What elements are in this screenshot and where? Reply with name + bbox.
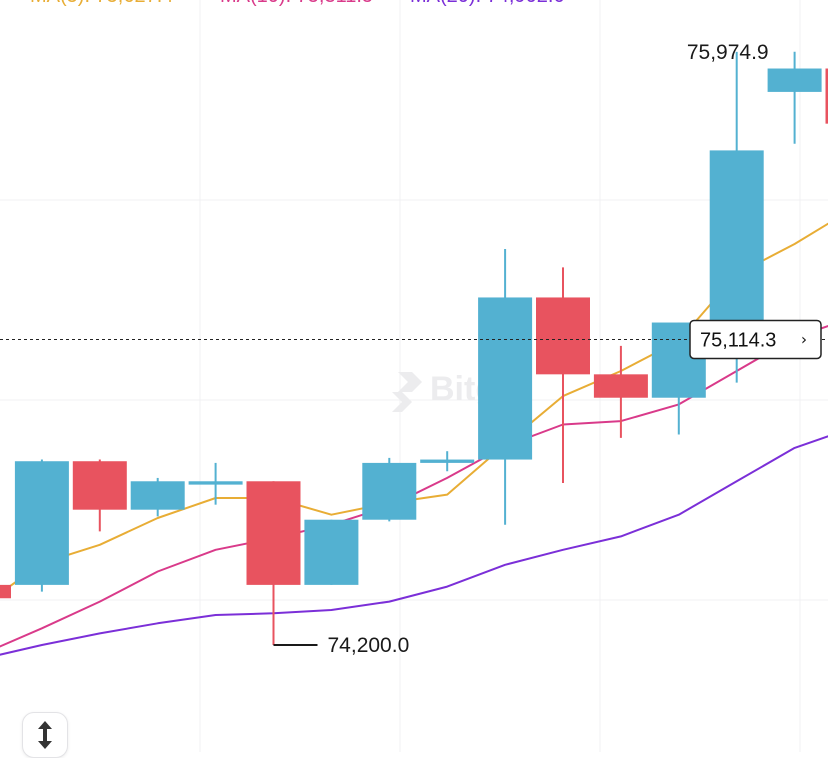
candle-body: [362, 463, 416, 520]
low-price-label: 74,200.0: [328, 634, 410, 657]
candle: [536, 267, 590, 483]
high-price-label: 75,974.9: [687, 41, 769, 64]
candle: [15, 460, 69, 592]
candle: [304, 520, 358, 585]
candle-body: [478, 297, 532, 459]
candle: [73, 460, 127, 532]
last-price-tag[interactable]: 75,114.3 ›: [690, 320, 821, 358]
chevron-right-icon: ›: [801, 330, 807, 348]
candle: [362, 458, 416, 522]
watermark-logo-icon: [392, 372, 422, 412]
candle-body: [420, 460, 474, 463]
ma-legend: MA(5): 75,627.4 MA(10): 75,311.5 MA(20): 7…: [30, 0, 565, 7]
ma-legend-item: MA(10): 75,311.5: [220, 0, 373, 7]
candle-body: [710, 150, 764, 322]
candle-body: [131, 481, 185, 509]
candle: [0, 578, 11, 598]
candle-body: [304, 520, 358, 585]
moving-averages: [0, 174, 828, 659]
vertical-resize-arrows-icon: [36, 720, 54, 750]
ma-legend-item: MA(20): 74,902.6: [410, 0, 565, 7]
scale-toggle-button[interactable]: [22, 712, 68, 758]
candle-body: [768, 69, 822, 92]
candle: [594, 346, 648, 438]
candle-body: [594, 374, 648, 397]
candle-body: [189, 481, 243, 484]
candle-body: [73, 461, 127, 509]
candle-body: [536, 297, 590, 374]
candle: [247, 481, 301, 645]
last-price-value: 75,114.3: [700, 329, 776, 351]
candle-body: [247, 481, 301, 585]
candle-body: [15, 461, 69, 585]
candle-body: [0, 585, 11, 598]
annotations: 75,114.3 › 75,974.9 74,200.0: [0, 41, 828, 657]
ma-legend-item: MA(5): 75,627.4: [30, 0, 173, 7]
candle: [768, 52, 822, 144]
candle: [478, 249, 532, 525]
